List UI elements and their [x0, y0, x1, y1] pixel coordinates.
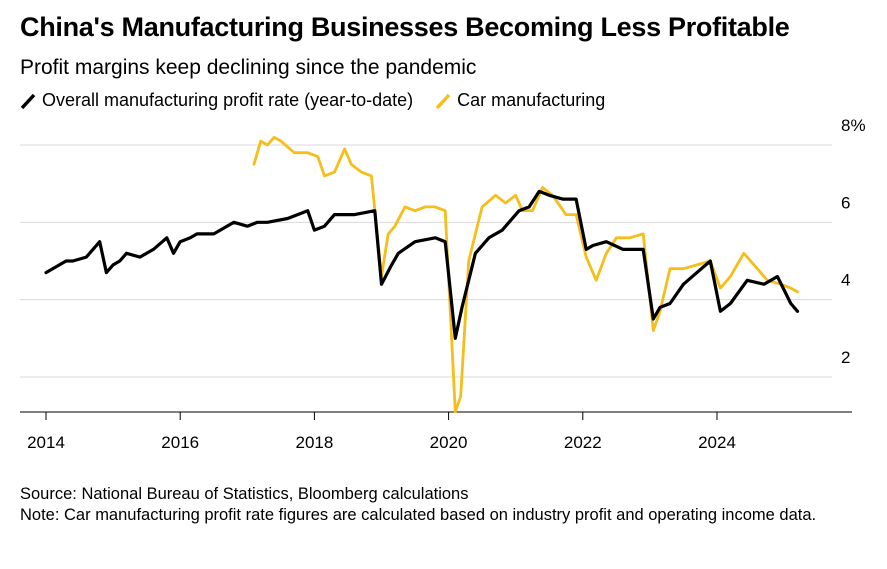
- y-tick-label-6: 6: [841, 193, 850, 212]
- methodology-note: Note: Car manufacturing profit rate figu…: [20, 506, 817, 524]
- x-tick-label-2016: 2016: [161, 433, 199, 452]
- x-tick-label-2014: 2014: [27, 433, 65, 452]
- legend-item-car: Car manufacturing: [435, 90, 605, 111]
- legend-swatch-overall-icon: [20, 93, 36, 109]
- source-note: Source: National Bureau of Statistics, B…: [20, 485, 469, 503]
- legend-label-overall: Overall manufacturing profit rate (year-…: [42, 90, 414, 110]
- legend-label-car: Car manufacturing: [457, 90, 606, 110]
- y-tick-label-8: 8%: [841, 116, 866, 135]
- y-tick-label-4: 4: [841, 271, 850, 290]
- series-line-overall-manufacturing: [44, 189, 800, 340]
- x-tick-label-2020: 2020: [430, 433, 468, 452]
- legend-swatch-car-icon: [435, 93, 451, 109]
- series-line-car-manufacturing: [252, 135, 799, 414]
- chart-title: China's Manufacturing Businesses Becomin…: [20, 12, 790, 42]
- legend-item-overall: Overall manufacturing profit rate (year-…: [20, 90, 413, 111]
- legend: Overall manufacturing profit rate (year-…: [20, 90, 627, 111]
- footer: Source: National Bureau of Statistics, B…: [20, 484, 870, 526]
- x-tick-label-2024: 2024: [698, 433, 736, 452]
- x-tick-label-2022: 2022: [564, 433, 602, 452]
- y-tick-label-2: 2: [841, 348, 850, 367]
- chart-subtitle: Profit margins keep declining since the …: [20, 56, 477, 79]
- x-tick-label-2018: 2018: [295, 433, 333, 452]
